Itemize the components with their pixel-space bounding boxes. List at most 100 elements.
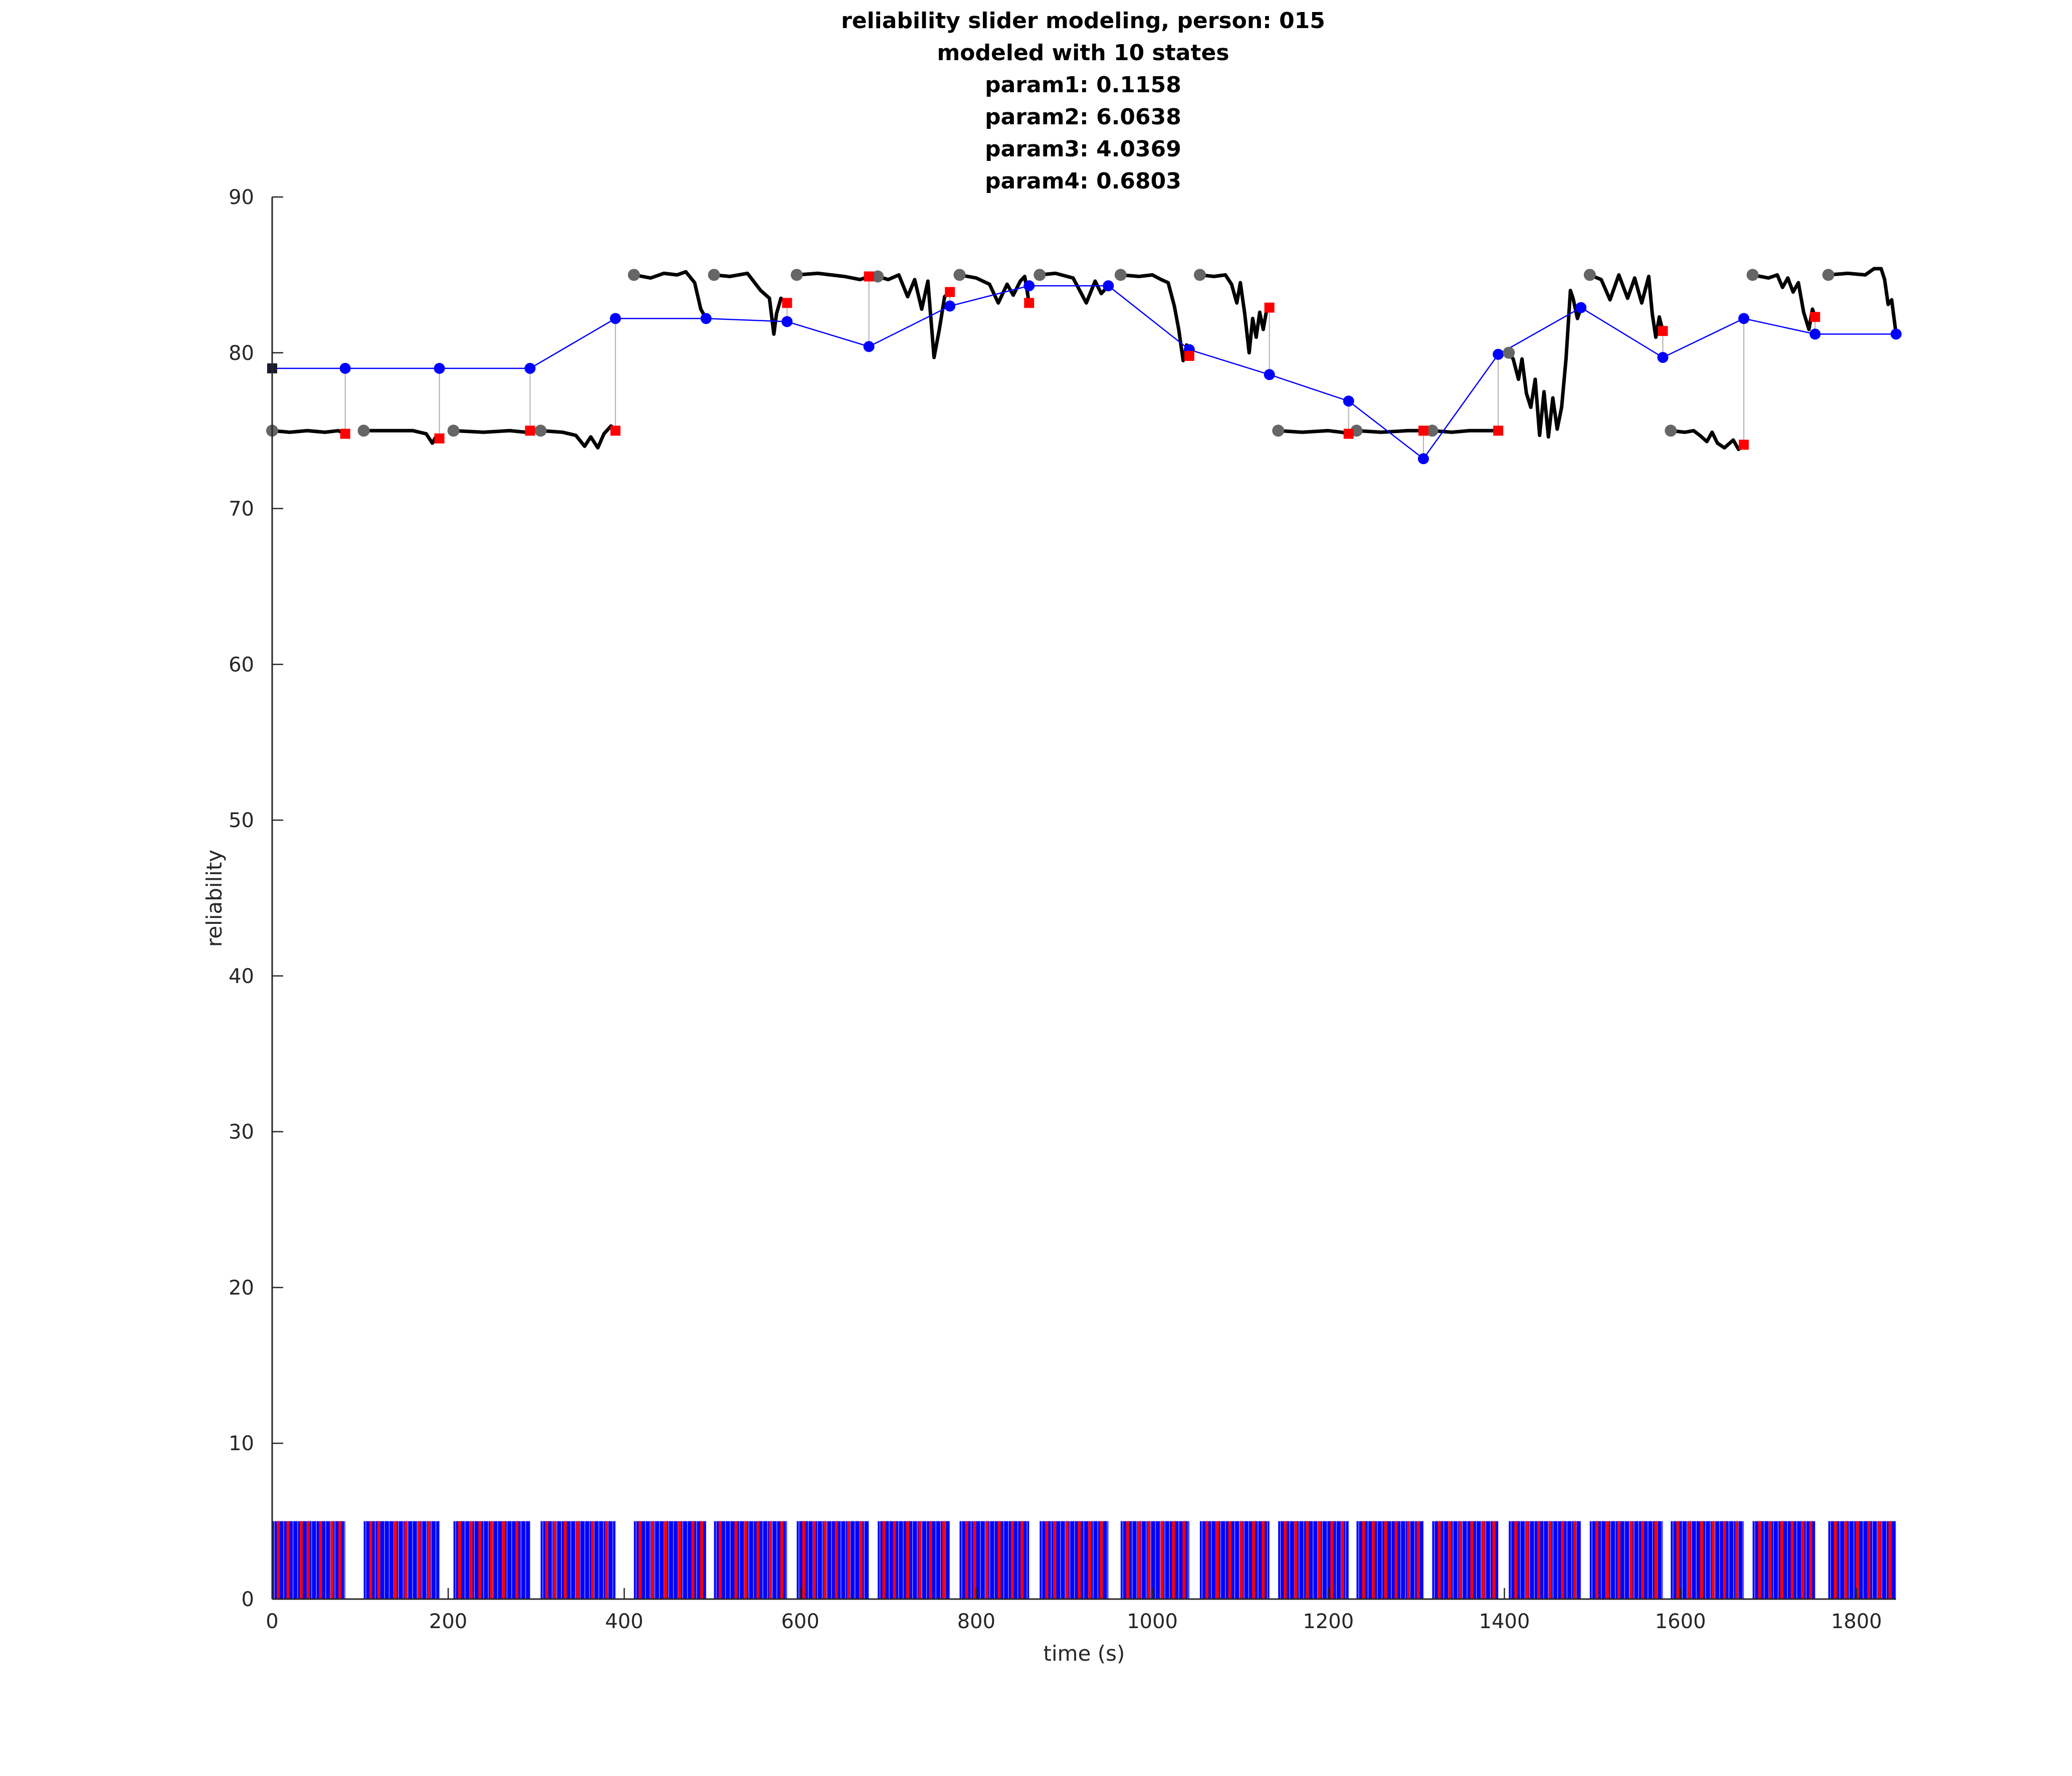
response-marker (1810, 312, 1820, 322)
y-tick-label: 20 (229, 1276, 254, 1299)
markers (266, 269, 1834, 450)
observed-trace (1355, 429, 1425, 434)
model-point (781, 316, 793, 327)
observed-trace (1588, 273, 1665, 339)
x-tick-label: 1800 (1831, 1610, 1882, 1633)
segment-start-marker (1193, 269, 1206, 281)
x-tick-label: 1000 (1127, 1610, 1178, 1633)
event-block (714, 1521, 787, 1599)
title-line-2: modeled with 10 states (937, 40, 1229, 66)
model-point (524, 362, 536, 374)
observed-trace (1751, 273, 1817, 331)
response-marker (1418, 426, 1428, 436)
observed-trace (1669, 429, 1746, 451)
response-marker (1657, 326, 1668, 336)
x-tick-label: 400 (605, 1610, 643, 1633)
x-tick-label: 1400 (1479, 1610, 1530, 1633)
y-tick-label: 40 (229, 965, 254, 988)
y-tick-label: 90 (229, 186, 254, 209)
observed-trace (362, 429, 442, 445)
y-ticks: 0 10 20 30 40 50 60 70 80 90 (229, 186, 283, 1611)
segment-start-marker (447, 425, 460, 437)
x-tick-label: 1600 (1655, 1610, 1706, 1633)
segment-start-marker (708, 269, 720, 281)
event-bars (272, 1521, 1897, 1599)
y-tick-label: 80 (229, 342, 254, 365)
response-marker (434, 433, 445, 444)
x-tick-label: 600 (781, 1610, 819, 1633)
segment-start-marker (953, 269, 966, 281)
segment-start-marker (357, 425, 370, 437)
segment-start-marker (1272, 425, 1285, 437)
observed-trace (1430, 429, 1500, 434)
x-ticks: 0 200 400 600 800 1000 1200 1400 1600 1800 (266, 1588, 1882, 1633)
event-block (1356, 1521, 1423, 1599)
response-marker (1739, 440, 1749, 450)
response-marker (945, 287, 955, 297)
response-marker (1184, 350, 1194, 361)
observed-trace (1198, 273, 1272, 355)
model-point (1738, 313, 1750, 324)
observed-trace (795, 271, 871, 282)
observed-traces (270, 267, 1898, 451)
event-block (1589, 1521, 1663, 1599)
event-block (1509, 1521, 1581, 1599)
model-point (434, 362, 445, 374)
title-line-3: param1: 0.1158 (985, 72, 1181, 98)
event-block (1671, 1521, 1744, 1599)
event-block (796, 1521, 869, 1599)
model-point (1657, 352, 1669, 363)
response-marker (610, 426, 620, 436)
y-tick-label: 50 (229, 809, 254, 832)
model-point (1891, 328, 1902, 340)
observed-trace (270, 429, 347, 436)
event-block (878, 1521, 950, 1599)
segment-start-marker (534, 425, 547, 437)
segment-start-marker (1746, 269, 1759, 281)
event-block (1828, 1521, 1896, 1599)
model-point (700, 313, 712, 324)
segment-start-marker (1583, 269, 1596, 281)
y-axis-label: reliability (202, 850, 227, 947)
model-point (1809, 328, 1821, 340)
model-point (339, 362, 351, 374)
observed-trace (876, 273, 952, 359)
model-point (1417, 453, 1429, 465)
event-block (1432, 1521, 1499, 1599)
chart-title: reliability slider modeling, person: 015… (841, 8, 1325, 194)
model-point (1343, 396, 1354, 407)
observed-trace (452, 429, 532, 434)
response-marker (1024, 298, 1034, 308)
title-line-4: param2: 6.0638 (985, 104, 1181, 130)
observed-trace (958, 273, 1031, 305)
segment-start-marker (1033, 269, 1046, 281)
model-point (944, 300, 956, 312)
observed-trace (632, 270, 708, 320)
x-tick-label: 200 (429, 1610, 467, 1633)
y-tick-label: 10 (229, 1432, 254, 1455)
observed-trace (712, 271, 789, 336)
y-tick-label: 60 (229, 653, 254, 676)
y-tick-label: 70 (229, 498, 254, 521)
model-series (272, 280, 1902, 465)
observed-trace (1038, 271, 1110, 305)
x-axis-label: time (s) (1044, 1641, 1125, 1666)
x-tick-label: 800 (957, 1610, 995, 1633)
response-marker (782, 298, 792, 308)
title-line-5: param3: 4.0369 (985, 136, 1181, 162)
title-line-6: param4: 0.6803 (985, 168, 1181, 194)
response-marker (1264, 302, 1275, 313)
title-line-1: reliability slider modeling, person: 015 (841, 8, 1325, 34)
response-marker (1343, 429, 1354, 439)
response-marker (525, 426, 535, 436)
response-marker (864, 271, 874, 282)
model-point (609, 313, 621, 324)
segment-start-marker (1426, 425, 1438, 437)
segment-start-marker (1822, 269, 1834, 281)
model-point (1575, 302, 1587, 313)
model-point (863, 341, 875, 352)
observed-trace (1826, 267, 1898, 336)
model-point (1023, 280, 1035, 292)
y-tick-label: 30 (229, 1121, 254, 1144)
